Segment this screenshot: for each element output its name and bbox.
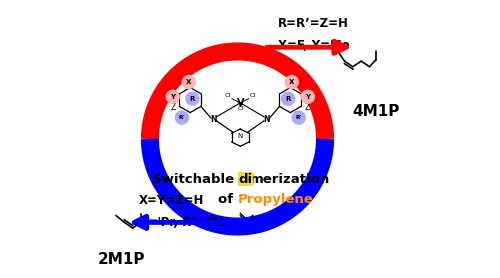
Text: N: N <box>238 133 243 139</box>
Text: Y: Y <box>170 94 175 100</box>
Text: 4M1P: 4M1P <box>353 104 400 119</box>
Circle shape <box>284 75 299 89</box>
Text: Cl: Cl <box>237 106 244 111</box>
Text: N: N <box>264 115 270 124</box>
Text: Y: Y <box>306 94 310 100</box>
Text: X=F, Y=Me: X=F, Y=Me <box>278 39 349 52</box>
Text: N: N <box>210 115 217 124</box>
Text: di: di <box>238 173 252 186</box>
Text: R: R <box>286 96 291 102</box>
Text: Cl: Cl <box>250 93 256 98</box>
Text: R=ⁱPr, R’=Me: R=ⁱPr, R’=Me <box>139 216 226 229</box>
Text: X=Y=Z=H: X=Y=Z=H <box>139 194 204 207</box>
Text: of: of <box>218 193 238 206</box>
Circle shape <box>182 75 196 89</box>
Circle shape <box>185 91 200 106</box>
Text: Switchable: Switchable <box>152 173 238 186</box>
Circle shape <box>174 110 189 125</box>
Text: R=R’=Z=H: R=R’=Z=H <box>278 17 348 30</box>
Text: 2M1P: 2M1P <box>98 252 146 267</box>
Circle shape <box>292 110 306 125</box>
Circle shape <box>281 91 295 106</box>
Text: R: R <box>190 96 195 102</box>
Circle shape <box>300 90 315 104</box>
Text: X: X <box>186 79 192 85</box>
Circle shape <box>166 90 180 104</box>
Text: Cl: Cl <box>224 93 231 98</box>
Text: Z: Z <box>304 103 310 112</box>
Text: V: V <box>236 98 244 108</box>
Text: R': R' <box>179 115 185 120</box>
Text: X: X <box>289 79 294 85</box>
Text: Z: Z <box>171 103 176 112</box>
Text: R': R' <box>296 115 302 120</box>
Text: merization: merization <box>250 173 330 186</box>
Text: Propylene: Propylene <box>238 193 313 206</box>
